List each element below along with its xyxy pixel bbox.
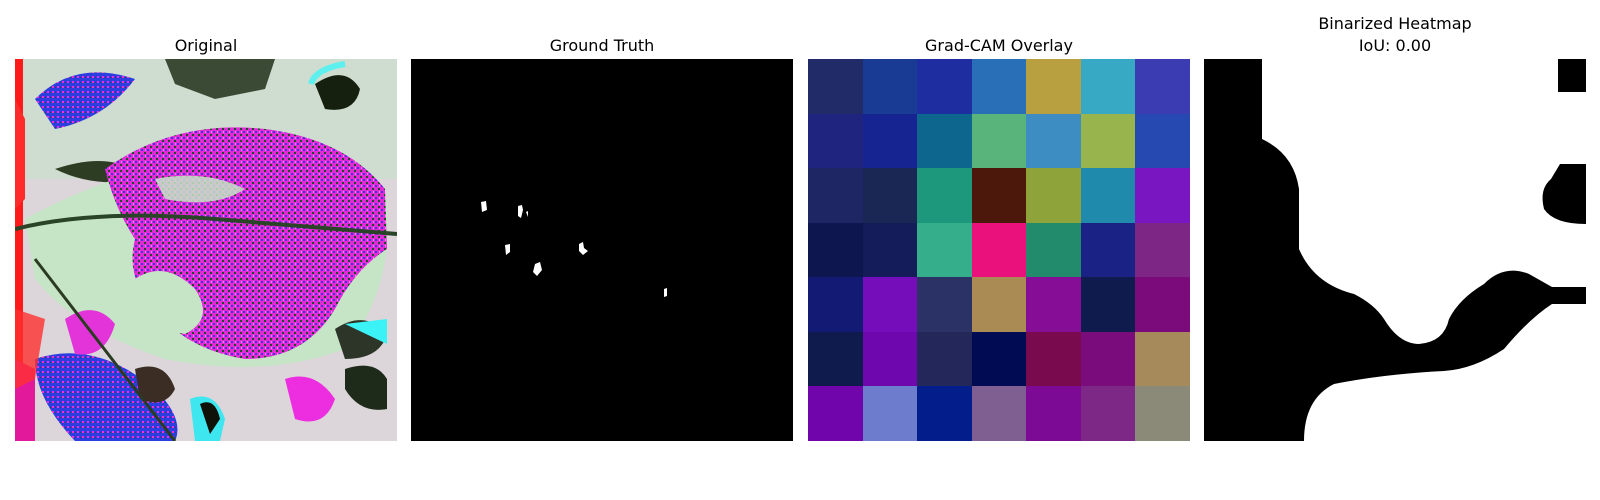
iou-subtitle: IoU: 0.00 [1358, 36, 1432, 55]
gradcam-cell [1026, 168, 1081, 223]
gradcam-cell [1026, 113, 1081, 169]
ground-truth-mask [411, 59, 793, 441]
gradcam-cell [862, 386, 918, 441]
gradcam-cell [1135, 331, 1190, 387]
binarized-title: Binarized Heatmap [1318, 14, 1472, 33]
gradcam-overlay [808, 59, 1190, 441]
gradcam-cell [1026, 59, 1081, 114]
gradcam-cell [862, 59, 918, 114]
gradcam-cell [971, 59, 1027, 114]
gradcam-cell [1080, 59, 1136, 114]
gradcam-cell [917, 222, 972, 278]
original-title: Original [174, 36, 238, 55]
gradcam-cell [808, 331, 863, 387]
gradcam-cell [862, 331, 918, 387]
gradcam-cell [862, 222, 918, 278]
gradcam-cell [1080, 331, 1136, 387]
gradcam-cell [862, 277, 918, 332]
binarized-heatmap [1204, 59, 1586, 441]
gradcam-cell [1135, 222, 1190, 278]
gradcam-cell [971, 277, 1027, 332]
gradcam-cell [808, 168, 863, 223]
gradcam-grid [808, 59, 1190, 441]
gradcam-cell [808, 113, 863, 169]
gradcam-cell [1026, 277, 1081, 332]
gradcam-cell [808, 222, 863, 278]
gradcam-cell [862, 168, 918, 223]
gradcam-cell [971, 168, 1027, 223]
gradcam-cell [1080, 168, 1136, 223]
gradcam-cell [1080, 386, 1136, 441]
gradcam-cell [1080, 113, 1136, 169]
gradcam-cell [917, 331, 972, 387]
gradcam-cell [917, 277, 972, 332]
gradcam-cell [917, 59, 972, 114]
gradcam-cell [808, 386, 863, 441]
gradcam-cell [971, 331, 1027, 387]
ground-truth-title: Ground Truth [549, 36, 655, 55]
gradcam-cell [1135, 277, 1190, 332]
gradcam-cell [1135, 59, 1190, 114]
gradcam-cell [1026, 331, 1081, 387]
gradcam-cell [862, 113, 918, 169]
gradcam-cell [917, 113, 972, 169]
gradcam-cell [808, 277, 863, 332]
gradcam-cell [917, 168, 972, 223]
gradcam-cell [1135, 386, 1190, 441]
gradcam-cell [1135, 168, 1190, 223]
gradcam-cell [1026, 222, 1081, 278]
gradcam-title: Grad-CAM Overlay [925, 36, 1073, 55]
gradcam-cell [917, 386, 972, 441]
gradcam-cell [971, 113, 1027, 169]
gradcam-cell [1135, 113, 1190, 169]
original-image [15, 59, 397, 441]
gradcam-cell [971, 386, 1027, 441]
gradcam-cell [1080, 222, 1136, 278]
gradcam-cell [1080, 277, 1136, 332]
gradcam-cell [808, 59, 863, 114]
gradcam-cell [1026, 386, 1081, 441]
gradcam-cell [971, 222, 1027, 278]
